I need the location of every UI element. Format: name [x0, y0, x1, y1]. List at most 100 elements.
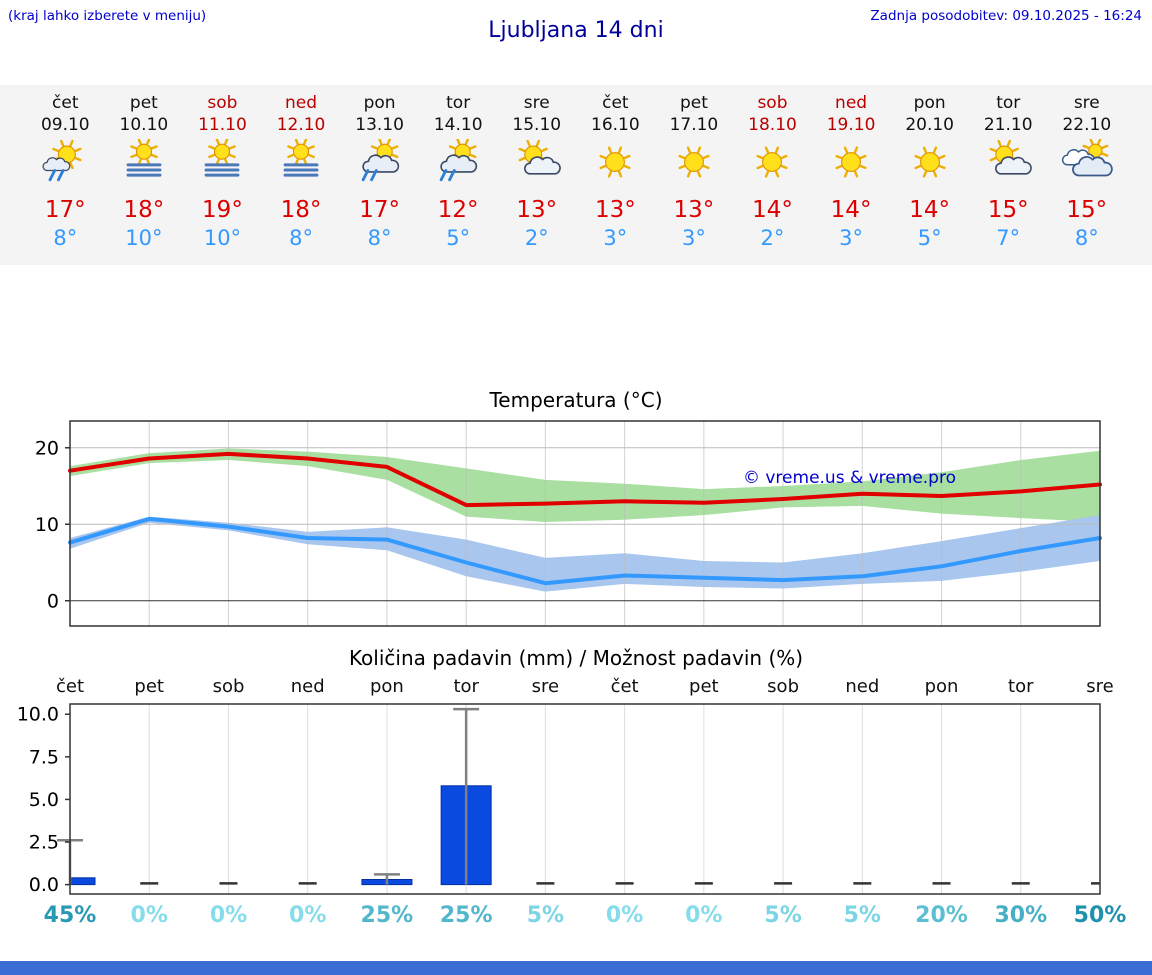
temperature-chart-title: Temperatura (°C) [489, 388, 663, 412]
high-temp: 15° [1066, 197, 1108, 223]
sun-showers-glyph [42, 139, 82, 182]
precip-probability: 5% [526, 903, 565, 928]
day-date: 09.10 [40, 115, 90, 135]
sun-fog-glyph [283, 137, 319, 177]
low-temp: 5° [917, 226, 942, 250]
high-temp: 13° [594, 197, 636, 223]
sunny-icon [733, 139, 812, 194]
day-date: 22.10 [1062, 115, 1112, 135]
precip-day-label: ned [290, 676, 325, 697]
low-temp: 3° [603, 226, 628, 250]
forecast-day: ned 12.10 18° 8° [262, 92, 341, 265]
precip-probability: 45% [43, 903, 97, 928]
high-temp: 18° [123, 197, 165, 223]
svg-text:10: 10 [35, 514, 59, 536]
day-name: sob [757, 93, 788, 113]
sunny-glyph [914, 146, 946, 178]
day-date: 12.10 [276, 115, 326, 135]
sunny-glyph [599, 146, 631, 178]
forecast-day: sre 15.10 13° 2° [497, 92, 576, 265]
precip-day-labels-row: čet pet sob ned pon tor sre čet pet sob ned pon tor s… [0, 676, 1152, 698]
sun-showers-icon [26, 139, 105, 194]
sun-rain-cloud-icon [340, 137, 419, 194]
svg-text:7.5: 7.5 [29, 746, 59, 768]
sun-fog-icon [262, 137, 341, 194]
sunny-icon [576, 139, 655, 194]
forecast-day: pon 20.10 14° 5° [890, 92, 969, 265]
sun-fog-icon [183, 137, 262, 194]
low-temp: 8° [1074, 226, 1099, 250]
low-temp: 2° [760, 226, 785, 250]
precip-day-label: pet [689, 676, 719, 697]
mostly-cloudy-icon [1048, 137, 1127, 194]
day-date: 19.10 [826, 115, 876, 135]
day-date: 20.10 [905, 115, 954, 135]
low-temp: 5° [446, 226, 471, 250]
day-name: pon [913, 93, 946, 113]
high-temp: 13° [673, 197, 715, 223]
forecast-day: sob 11.10 19° 10° [183, 92, 262, 265]
forecast-strip: čet 09.10 17° 8° pet 10.10 18° 10° sob 1… [0, 85, 1152, 265]
sun-fog-glyph [205, 137, 240, 177]
precip-probability: 25% [360, 903, 414, 928]
sun-rain-cloud-glyph [439, 137, 478, 182]
precip-probability: 0% [605, 903, 644, 928]
copyright-link[interactable]: © vreme.us & vreme.pro [742, 468, 956, 488]
day-name: pet [129, 93, 158, 113]
forecast-day: sob 18.10 14° 2° [733, 92, 812, 265]
day-name: sob [207, 93, 238, 113]
day-name: tor [996, 93, 1021, 113]
last-update-timestamp: Zadnja posodobitev: 09.10.2025 - 16:24 [870, 8, 1142, 24]
precip-probability: 0% [289, 903, 327, 928]
precip-day-label: čet [55, 676, 85, 697]
high-temp: 19° [202, 197, 243, 223]
precip-probability: 20% [915, 903, 968, 928]
precipitation-chart-title: Količina padavin (mm) / Možnost padavin … [348, 646, 804, 670]
forecast-day: ned 19.10 14° 3° [812, 92, 891, 265]
forecast-day: čet 09.10 17° 8° [26, 92, 105, 265]
precip-day-label: pet [134, 676, 164, 697]
sunny-glyph [678, 146, 710, 178]
day-date: 18.10 [748, 115, 797, 135]
mostly-cloudy-glyph [1061, 137, 1113, 177]
partly-cloudy-glyph [518, 139, 561, 175]
precip-day-label: tor [453, 676, 479, 697]
sunny-icon [890, 139, 969, 194]
day-name: ned [835, 93, 868, 113]
low-temp: 10° [203, 226, 242, 250]
day-name: tor [446, 93, 471, 113]
day-name: pon [363, 93, 396, 113]
forecast-day: pon 13.10 17° 8° [340, 92, 419, 265]
forecast-day: čet 16.10 13° 3° [576, 92, 655, 265]
low-temp: 2° [524, 226, 549, 250]
forecast-day: pet 17.10 13° 3° [655, 92, 734, 265]
precip-day-label: sre [1086, 676, 1114, 697]
precip-probability: 0% [209, 903, 248, 928]
low-temp: 8° [289, 226, 313, 250]
forecast-day: tor 21.10 15° 7° [969, 92, 1048, 265]
precip-day-label: tor [1008, 676, 1034, 697]
precip-probability: 5% [764, 903, 802, 928]
precip-day-label: sob [212, 676, 245, 697]
sunny-icon [812, 139, 891, 194]
footer-bar [0, 961, 1152, 975]
sunny-glyph [835, 146, 867, 178]
day-date: 17.10 [669, 115, 719, 135]
precip-day-label: pon [924, 676, 959, 697]
precip-probability: 5% [843, 903, 881, 928]
forecast-day: tor 14.10 12° 5° [419, 92, 498, 265]
precip-day-label: sob [767, 676, 800, 697]
precip-probability: 50% [1073, 903, 1127, 928]
day-date: 16.10 [591, 115, 640, 135]
forecast-day: sre 22.10 15° 8° [1048, 92, 1127, 265]
low-temp: 8° [53, 226, 78, 250]
low-temp: 10° [125, 226, 163, 250]
forecast-day: pet 10.10 18° 10° [105, 92, 184, 265]
high-temp: 14° [752, 197, 793, 223]
high-temp: 13° [516, 197, 558, 223]
precip-day-label: čet [610, 676, 639, 697]
day-date: 15.10 [512, 115, 562, 135]
sun-fog-glyph [126, 137, 162, 177]
svg-text:10.0: 10.0 [17, 704, 59, 726]
day-date: 11.10 [198, 115, 247, 135]
